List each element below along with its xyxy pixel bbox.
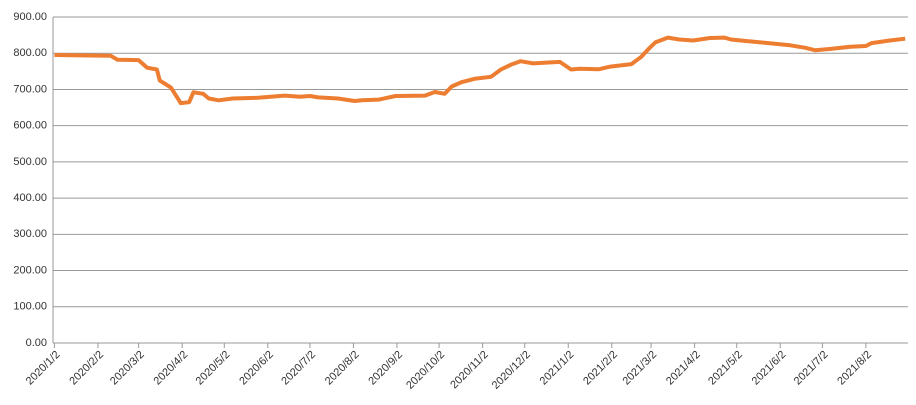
y-tick-label: 100.00	[13, 301, 47, 313]
y-tick-label: 900.00	[13, 11, 47, 23]
x-tick-label: 2021/4/2	[664, 349, 703, 388]
x-tick-label: 2021/2/2	[581, 349, 620, 388]
x-tick-label: 2020/10/2	[404, 349, 447, 392]
x-tick-label: 2020/11/2	[448, 349, 491, 392]
x-tick-label: 2020/4/2	[152, 349, 191, 388]
line	[54, 35, 906, 106]
x-tick-label: 2020/9/2	[366, 349, 405, 388]
y-tick-label: 200.00	[13, 264, 47, 276]
x-tick-label: 2020/3/2	[108, 349, 147, 388]
x-tick-label: 2020/2/2	[67, 349, 106, 388]
x-tick-label: 2020/7/2	[279, 349, 318, 388]
y-tick-label: 500.00	[13, 156, 47, 168]
x-tick-label: 2021/1/2	[538, 349, 577, 388]
x-tick-label: 2020/6/2	[237, 349, 276, 388]
y-tick-label: 300.00	[13, 228, 47, 240]
x-tick-label: 2021/7/2	[792, 349, 831, 388]
y-tick-label: 800.00	[13, 47, 47, 59]
x-tick-label: 2020/8/2	[323, 349, 362, 388]
x-tick-label: 2020/5/2	[194, 349, 233, 388]
x-tick-label: 2020/1/2	[24, 349, 63, 388]
y-tick-label: 400.00	[13, 192, 47, 204]
y-tick-label: 600.00	[13, 120, 47, 132]
x-tick-label: 2021/8/2	[835, 349, 874, 388]
y-tick-label: 0.00	[26, 337, 47, 349]
x-tick-label: 2021/3/2	[620, 349, 659, 388]
y-tick-label: 700.00	[13, 83, 47, 95]
x-tick-label: 2021/5/2	[706, 349, 745, 388]
x-tick-label: 2021/6/2	[750, 349, 789, 388]
x-tick-label: 2020/12/2	[490, 349, 533, 392]
